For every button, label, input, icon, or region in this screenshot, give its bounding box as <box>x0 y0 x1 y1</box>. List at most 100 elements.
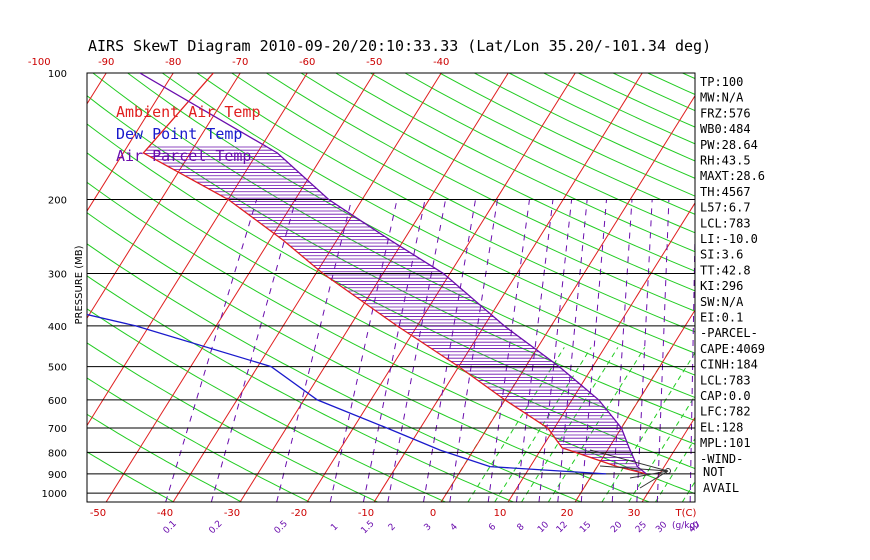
index-item: L57:6.7 <box>700 201 751 215</box>
mixing-ratio-line <box>329 199 398 502</box>
index-item: EL:128 <box>700 420 743 434</box>
index-item: TT:42.8 <box>700 263 751 277</box>
pressure-tick-labels: 100 200 300 400 500 600 700 800 900 1000 <box>42 69 67 500</box>
dry-adiabat <box>508 73 695 162</box>
index-item: FRZ:576 <box>700 106 751 120</box>
mixing-ratio-tick-label: 4 <box>449 522 460 533</box>
isotherm <box>440 94 695 502</box>
index-item: LCL:783 <box>700 216 751 230</box>
index-item: CAPE:4069 <box>700 342 765 356</box>
pressure-tick-label: 600 <box>48 396 67 407</box>
bottom-temp-tick-label: -30 <box>224 508 240 519</box>
index-item: MPL:101 <box>700 436 751 450</box>
dry-adiabat <box>474 73 695 179</box>
isotherm <box>87 73 107 105</box>
dry-adiabat <box>752 73 870 502</box>
bottom-temp-tick-labels: -50 -40 -30 -20 -10 0 10 20 30 T(C) <box>90 508 697 519</box>
bottom-temp-tick-label: -50 <box>90 508 106 519</box>
mixing-ratio-tick-label: 30 <box>654 520 669 535</box>
moist-adiabat <box>628 394 695 502</box>
isotherm <box>373 73 643 502</box>
pressure-tick-label: 1000 <box>42 489 67 500</box>
legend: Ambient Air Temp Dew Point Temp Air Parcel… <box>116 103 261 165</box>
mixing-ratio-tick-label: 0.2 <box>207 519 224 536</box>
isotherm <box>776 73 870 502</box>
index-item: MAXT:28.6 <box>700 169 765 183</box>
isotherm <box>507 202 695 502</box>
pressure-tick-label: 400 <box>48 322 67 333</box>
top-temp-tick-labels: -120-110-100-90-80-70-60-50-40 <box>28 57 450 68</box>
top-temp-tick-label: -60 <box>299 57 315 68</box>
top-temp-tick-label: -50 <box>366 57 382 68</box>
isotherm <box>0 73 39 502</box>
mixing-ratio-line <box>423 199 477 502</box>
mixing-ratio-tick-label: 1.5 <box>359 519 376 536</box>
mixing-ratio-tick-label: 15 <box>578 520 593 535</box>
legend-entry: Ambient Air Temp <box>116 103 261 121</box>
mixing-ratio-tick-label: 20 <box>609 520 624 535</box>
top-temp-tick-label: -40 <box>433 57 449 68</box>
dry-adiabat <box>87 413 242 502</box>
index-item: TH:4567 <box>700 185 751 199</box>
mixing-ratio-line <box>387 199 447 502</box>
legend-entry: Dew Point Temp <box>116 125 242 143</box>
index-item: CAP:0.0 <box>700 389 751 403</box>
isotherm <box>87 73 241 320</box>
mixing-ratio-line <box>449 199 498 502</box>
wind-note: NOT <box>703 465 725 479</box>
pressure-tick-label: 500 <box>48 363 67 374</box>
dry-adiabat <box>162 73 695 354</box>
bottom-temp-tick-label: -20 <box>291 508 307 519</box>
pressure-tick-label: 100 <box>48 69 67 80</box>
mixing-ratio-lines <box>165 199 695 502</box>
dry-adiabat <box>266 73 695 292</box>
mixing-ratio-unit: (g/kg) <box>672 521 699 531</box>
index-item: KI:296 <box>700 279 743 293</box>
pressure-tick-label: 200 <box>48 195 67 206</box>
y-axis-label: PRESSURE (MB) <box>74 245 85 324</box>
mixing-ratio-tick-labels: 0.1 0.2 0.5 1 1.5 2 3 4 6 8 10 12 15 20 25 30 40(g/kg) <box>162 519 703 536</box>
index-item: WB0:484 <box>700 122 751 136</box>
dry-adiabat <box>787 73 870 502</box>
dry-adiabat <box>87 243 582 502</box>
wind-stroke <box>589 449 669 472</box>
index-item: PW:28.64 <box>700 138 758 152</box>
mixing-ratio-line <box>515 199 554 502</box>
pressure-tick-label: 900 <box>48 470 67 481</box>
mixing-ratio-line <box>580 199 607 502</box>
bottom-temp-tick-label: 20 <box>561 508 574 519</box>
isotherm <box>574 309 695 502</box>
dry-adiabat <box>231 73 695 312</box>
top-temp-tick-label: -70 <box>232 57 248 68</box>
index-item: LCL:783 <box>700 373 751 387</box>
dry-adiabat <box>127 73 695 376</box>
wind-station <box>665 468 671 474</box>
dry-adiabat <box>335 73 695 253</box>
mixing-ratio-tick-label: 10 <box>536 520 551 535</box>
wind-stroke <box>599 465 669 472</box>
mixing-ratio-tick-label: 8 <box>516 522 527 533</box>
bottom-temp-tick-label: 10 <box>494 508 507 519</box>
index-item: EI:0.1 <box>700 311 743 325</box>
dry-adiabat <box>87 308 446 502</box>
bottom-temp-unit: T(C) <box>675 508 697 519</box>
mixing-ratio-tick-label: 0.5 <box>273 519 290 536</box>
bottom-temp-tick-label: 30 <box>628 508 641 519</box>
dry-adiabat <box>87 377 310 502</box>
wind-stroke <box>639 470 669 489</box>
mixing-ratio-line <box>656 199 670 502</box>
mixing-ratio-line <box>487 199 530 502</box>
mixing-ratio-tick-label: 25 <box>634 520 649 535</box>
profiles <box>87 73 647 475</box>
mixing-ratio-line <box>636 199 653 502</box>
mixing-ratio-tick-label: 1 <box>329 522 340 533</box>
mixing-ratio-tick-label: 12 <box>555 520 570 535</box>
wind-note: AVAIL <box>703 481 739 495</box>
mixing-ratio-line <box>611 199 633 502</box>
pressure-tick-label: 800 <box>48 448 67 459</box>
mixing-ratio-line <box>276 199 353 502</box>
index-item: TP:100 <box>700 75 743 89</box>
moist-adiabat <box>681 480 695 502</box>
index-item: RH:43.5 <box>700 154 751 168</box>
